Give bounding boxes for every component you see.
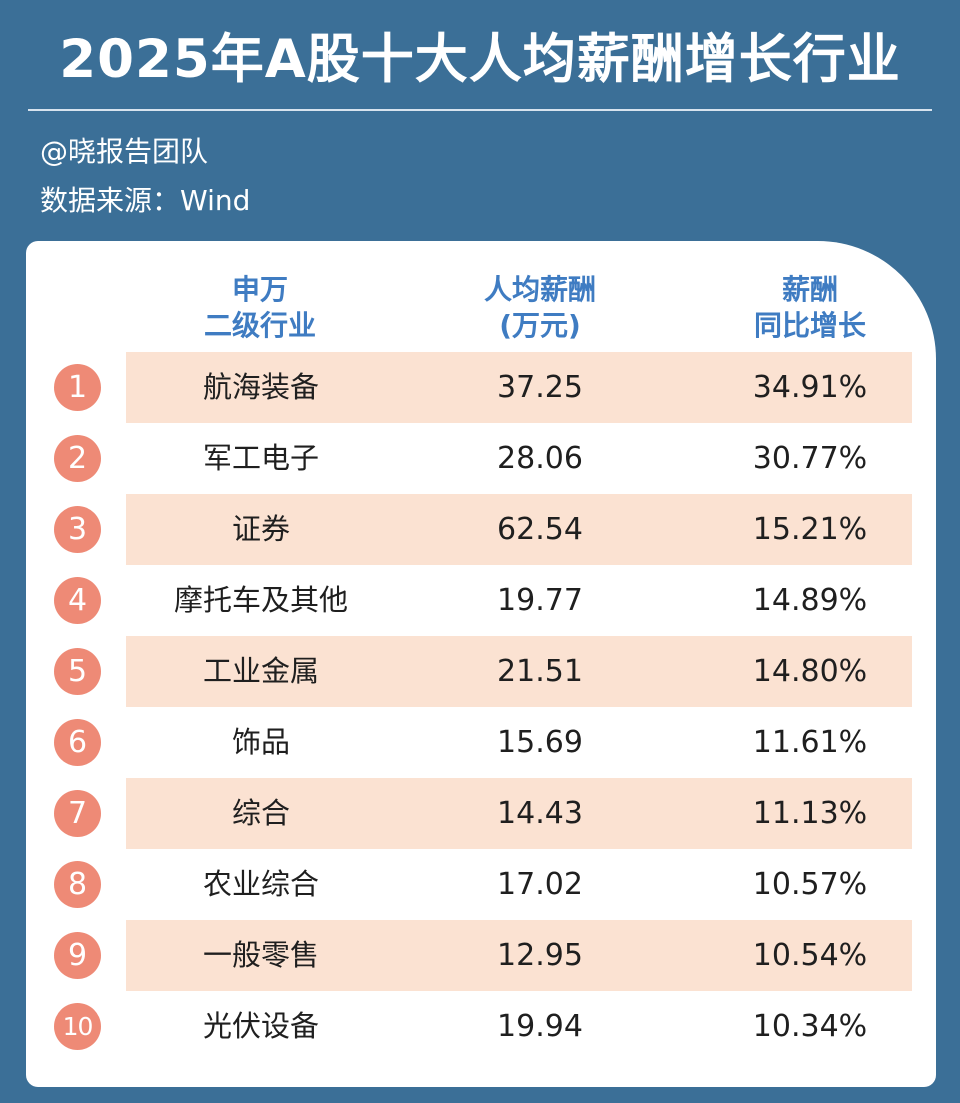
column-header-growth: 薪酬 同比增长 — [700, 272, 920, 344]
row-band — [126, 778, 912, 849]
industry-cell: 一般零售 — [202, 938, 319, 972]
industry-cell: 饰品 — [231, 725, 290, 759]
growth-cell: 34.91% — [752, 370, 868, 405]
table-row: 6 饰品 15.69 11.61% — [26, 707, 936, 778]
table-row: 8 农业综合 17.02 10.57% — [26, 849, 936, 920]
table-row: 9 一般零售 12.95 10.54% — [26, 920, 936, 991]
rank-badge: 5 — [54, 648, 101, 695]
growth-cell: 10.54% — [752, 938, 868, 973]
table-row: 3 证券 62.54 15.21% — [26, 494, 936, 565]
growth-cell: 11.61% — [752, 725, 868, 760]
growth-cell: 10.34% — [752, 1009, 868, 1044]
industry-cell: 证券 — [231, 512, 290, 546]
salary-cell: 15.69 — [497, 725, 583, 760]
growth-cell: 14.89% — [752, 583, 868, 618]
rank-badge: 4 — [54, 577, 101, 624]
growth-cell: 10.57% — [752, 867, 868, 902]
row-band — [126, 352, 912, 423]
salary-cell: 19.94 — [497, 1009, 583, 1044]
rank-badge: 9 — [54, 932, 101, 979]
table-row: 2 军工电子 28.06 30.77% — [26, 423, 936, 494]
column-header-growth-line2: 同比增长 — [753, 309, 866, 342]
salary-cell: 28.06 — [497, 441, 583, 476]
industry-cell: 摩托车及其他 — [173, 583, 348, 617]
growth-cell: 11.13% — [752, 796, 868, 831]
salary-cell: 62.54 — [497, 512, 583, 547]
salary-cell: 12.95 — [497, 938, 583, 973]
growth-cell: 14.80% — [752, 654, 868, 689]
column-header-salary-line1: 人均薪酬 — [483, 273, 596, 306]
table-row: 10 光伏设备 19.94 10.34% — [26, 991, 936, 1062]
column-header-industry-line2: 二级行业 — [203, 309, 316, 342]
table-row: 1 航海装备 37.25 34.91% — [26, 352, 936, 423]
column-header-industry-line1: 申万 — [231, 273, 288, 306]
rank-badge: 10 — [54, 1003, 101, 1050]
row-band — [126, 636, 912, 707]
rank-badge: 7 — [54, 790, 101, 837]
industry-cell: 航海装备 — [202, 370, 319, 404]
column-header-growth-line1: 薪酬 — [781, 273, 838, 306]
industry-cell: 综合 — [231, 796, 290, 830]
rank-badge: 1 — [54, 364, 101, 411]
salary-cell: 21.51 — [497, 654, 583, 689]
industry-cell: 军工电子 — [202, 441, 319, 475]
table-row: 5 工业金属 21.51 14.80% — [26, 636, 936, 707]
salary-cell: 19.77 — [497, 583, 583, 618]
salary-cell: 37.25 — [497, 370, 583, 405]
row-band — [126, 494, 912, 565]
growth-cell: 30.77% — [752, 441, 868, 476]
rank-badge: 6 — [54, 719, 101, 766]
salary-cell: 14.43 — [497, 796, 583, 831]
growth-cell: 15.21% — [752, 512, 868, 547]
industry-cell: 工业金属 — [202, 654, 319, 688]
column-header-salary-line2: (万元) — [499, 309, 581, 342]
table-row: 4 摩托车及其他 19.77 14.89% — [26, 565, 936, 636]
row-band — [126, 920, 912, 991]
table-row: 7 综合 14.43 11.13% — [26, 778, 936, 849]
column-header-salary: 人均薪酬 (万元) — [430, 272, 650, 344]
industry-cell: 农业综合 — [202, 867, 319, 901]
title-divider — [28, 109, 932, 111]
industry-cell: 光伏设备 — [202, 1009, 319, 1043]
column-header-industry: 申万 二级行业 — [150, 272, 370, 344]
author-credit: @晓报告团队 — [40, 135, 209, 168]
page-title: 2025年A股十大人均薪酬增长行业 — [59, 29, 901, 90]
rank-badge: 8 — [54, 861, 101, 908]
data-source: 数据来源：Wind — [40, 184, 251, 217]
salary-cell: 17.02 — [497, 867, 583, 902]
rank-badge: 3 — [54, 506, 101, 553]
rank-badge: 2 — [54, 435, 101, 482]
